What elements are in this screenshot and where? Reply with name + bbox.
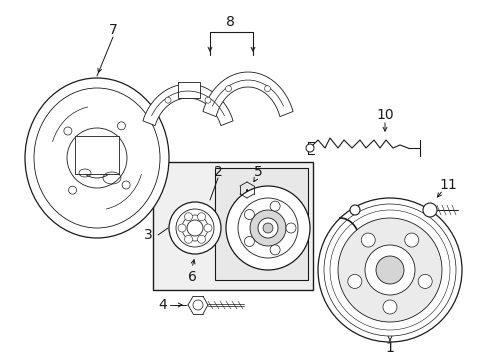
Polygon shape [142,84,233,126]
Circle shape [178,224,185,232]
Bar [153,162,312,290]
Text: 11: 11 [438,178,456,192]
Circle shape [238,198,297,258]
Circle shape [317,198,461,342]
Circle shape [285,223,295,233]
Text: 10: 10 [375,108,393,122]
Circle shape [122,181,130,189]
Circle shape [197,235,205,243]
Circle shape [244,237,254,247]
Circle shape [337,218,441,322]
Circle shape [375,256,403,284]
Circle shape [361,233,374,247]
Circle shape [193,300,203,310]
Circle shape [197,213,205,221]
Circle shape [176,209,214,247]
Circle shape [347,274,361,288]
Ellipse shape [25,78,169,238]
Bar [215,168,307,280]
Circle shape [382,300,396,314]
Circle shape [404,233,418,247]
Circle shape [417,274,431,288]
Circle shape [264,86,270,92]
Circle shape [258,218,278,238]
Text: 4: 4 [158,298,167,312]
Circle shape [164,97,171,103]
Circle shape [203,224,212,232]
Circle shape [422,203,436,217]
Text: 9: 9 [355,241,364,255]
Text: 5: 5 [253,165,262,179]
Circle shape [244,210,254,220]
Bar [75,136,119,174]
Circle shape [184,213,192,221]
Text: 7: 7 [108,23,117,37]
Text: 8: 8 [225,15,234,29]
Circle shape [225,186,309,270]
Circle shape [186,220,203,236]
Text: 6: 6 [187,270,196,284]
Circle shape [225,86,231,92]
Polygon shape [203,72,292,117]
Circle shape [204,97,210,103]
Circle shape [269,245,280,255]
Circle shape [349,205,359,215]
Circle shape [305,144,313,152]
Circle shape [64,127,72,135]
Circle shape [249,210,285,246]
Circle shape [364,245,414,295]
Bar [178,82,200,98]
Circle shape [184,235,192,243]
Text: 1: 1 [385,341,394,355]
Circle shape [68,186,77,194]
Circle shape [269,201,280,211]
Text: 2: 2 [213,165,222,179]
Circle shape [67,128,127,188]
Circle shape [263,223,272,233]
Circle shape [117,122,125,130]
Circle shape [169,202,221,254]
Text: 3: 3 [143,228,152,242]
